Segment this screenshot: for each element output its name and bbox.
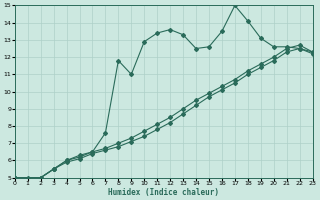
X-axis label: Humidex (Indice chaleur): Humidex (Indice chaleur) xyxy=(108,188,219,197)
